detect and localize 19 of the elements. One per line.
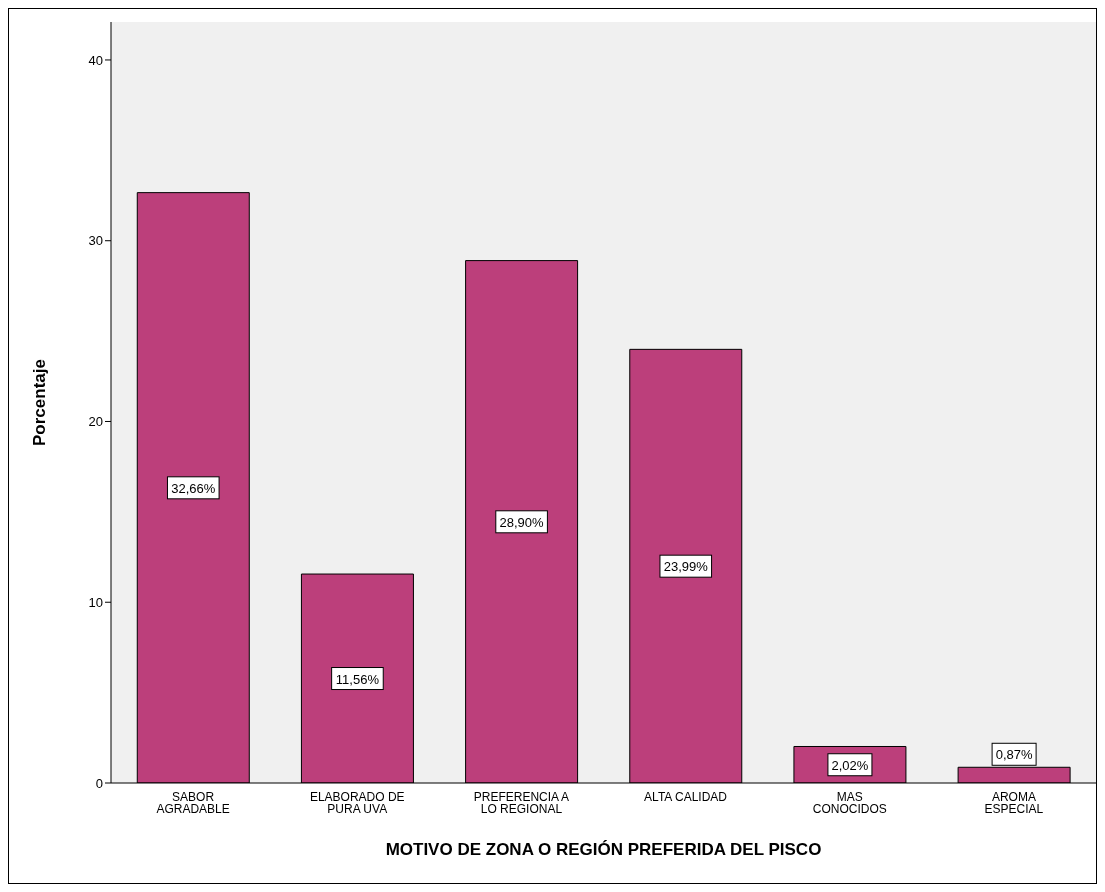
y-tick-label: 10	[88, 594, 103, 610]
x-tick-label: ALTA CALIDAD	[644, 790, 728, 804]
y-tick-label: 30	[88, 233, 103, 249]
data-label: 23,99%	[663, 559, 709, 575]
x-tick-label: PREFERENCIA A LO REGIONAL	[473, 790, 570, 816]
data-label: 28,90%	[499, 514, 545, 530]
y-tick-label: 0	[95, 775, 103, 791]
x-tick-label: AROMA ESPECIAL	[984, 790, 1044, 816]
x-axis-title: MOTIVO DE ZONA O REGIÓN PREFERIDA DEL PISCO	[385, 840, 822, 859]
x-tick-label: SABOR AGRADABLE	[156, 790, 230, 816]
x-tick-label: ELABORADO DE PURA UVA	[309, 790, 405, 816]
data-label: 11,56%	[335, 671, 380, 687]
y-tick-label: 20	[88, 414, 103, 430]
y-axis-title: Porcentaje	[30, 359, 50, 446]
x-tick-label: MAS CONOCIDOS	[812, 790, 887, 816]
data-label: 2,02%	[831, 757, 869, 773]
y-tick-label: 40	[88, 52, 103, 68]
data-label: 0,87%	[995, 747, 1033, 763]
data-label: 32,66%	[171, 480, 216, 496]
